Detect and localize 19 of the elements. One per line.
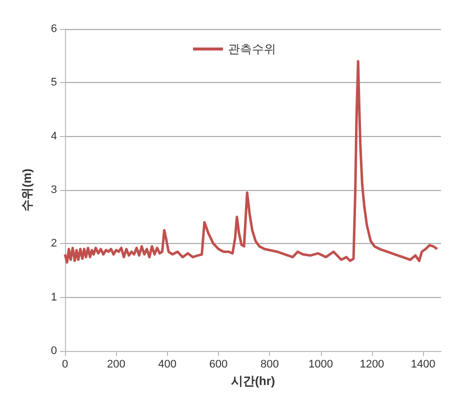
x-tick-label: 1400: [410, 358, 436, 370]
legend-label: 관측수위: [228, 42, 276, 56]
x-tick-label: 400: [158, 358, 176, 370]
y-tick-label: 4: [50, 130, 57, 142]
x-axis-title: 시간(hr): [231, 374, 275, 388]
x-tick-label: 1000: [308, 358, 334, 370]
x-tick-label: 600: [209, 358, 228, 370]
x-tick-label: 0: [62, 358, 68, 370]
y-tick-label: 5: [50, 76, 57, 89]
x-tick-label: 800: [260, 358, 279, 370]
x-tick-label: 1200: [360, 358, 384, 370]
y-tick-label: 2: [50, 238, 57, 250]
y-tick-label: 1: [50, 291, 57, 304]
y-tick-label: 3: [50, 184, 57, 196]
y-axis-title: 수위(m): [20, 168, 34, 212]
x-tick-label: 200: [106, 358, 126, 370]
y-tick-label: 0: [50, 345, 57, 357]
line-series: [64, 60, 438, 264]
y-tick-label: 6: [50, 23, 57, 35]
